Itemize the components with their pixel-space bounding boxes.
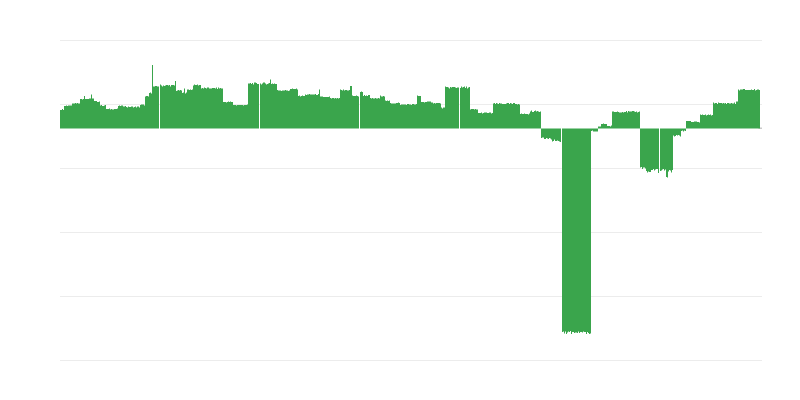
zero-axis-tick — [758, 127, 762, 129]
bar-series — [60, 65, 760, 334]
